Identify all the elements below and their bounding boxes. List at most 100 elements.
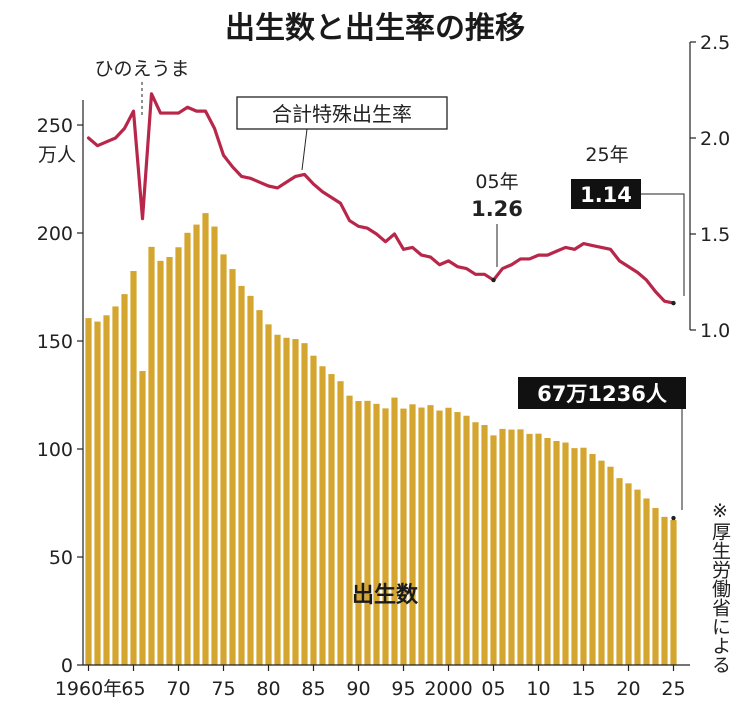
births-bar [85, 318, 92, 665]
rate-series-leader [301, 128, 308, 171]
right-tick-label: 1.0 [700, 320, 730, 342]
rate-series-label: 合計特殊出生率 [272, 102, 412, 126]
chart-title: 出生数と出生率の推移 [225, 11, 525, 46]
births-bar [292, 339, 299, 665]
births-bar [625, 483, 632, 665]
births-bar [607, 466, 614, 665]
x-tick-label: 15 [571, 678, 595, 700]
births-bar [184, 232, 191, 665]
births-bar [427, 405, 434, 665]
rate-line-layer [86, 92, 676, 521]
births-bar [670, 520, 677, 665]
births-point [671, 515, 676, 521]
x-tick-label: 20 [616, 678, 640, 700]
births-bar [301, 343, 308, 665]
source-note: ※厚生労働省による [709, 500, 731, 674]
births-bar [472, 422, 479, 665]
births-bar [481, 425, 488, 665]
births-bar [409, 404, 416, 665]
births-bar [364, 400, 371, 665]
births-bar [490, 435, 497, 665]
births-bar [319, 366, 326, 665]
axes [82, 42, 691, 666]
births-bar [166, 256, 173, 665]
births-bar [463, 415, 470, 665]
births-bar [193, 224, 200, 665]
births-bar [247, 295, 254, 665]
rate-point [671, 300, 676, 306]
births-bar [436, 410, 443, 665]
x-tick-label: 75 [211, 678, 235, 700]
births-bar [130, 271, 137, 665]
births-bar [337, 381, 344, 665]
x-tick-label: 25 [661, 678, 685, 700]
births-bar [643, 498, 650, 665]
rate-2005-value: 1.26 [471, 197, 523, 221]
births-bar [202, 213, 209, 665]
hinoeuma-label: ひのえうま [94, 58, 189, 80]
births-bar [553, 441, 560, 665]
births-bar [508, 429, 515, 665]
births-bar [283, 337, 290, 665]
births-bar [265, 324, 272, 665]
births-bar [220, 254, 227, 665]
right-tick-label: 2.0 [700, 128, 730, 150]
x-tick-label: 05 [481, 678, 505, 700]
births-bar [499, 428, 506, 665]
rate-point [491, 277, 496, 283]
right-tick-label: 1.5 [700, 224, 730, 246]
births-bar [112, 306, 119, 665]
births-2025-value: 67万1236人 [537, 382, 667, 406]
right-tick-label: 2.5 [700, 32, 730, 54]
births-bar [571, 448, 578, 665]
rate-2005-year: 05年 [475, 171, 518, 193]
births-bar [328, 374, 335, 665]
x-tick-label: 2000 [424, 678, 472, 700]
left-unit-label: 万人 [38, 144, 76, 166]
births-bar [229, 269, 236, 665]
births-bar [175, 247, 182, 665]
births-bar [517, 429, 524, 665]
x-tick-label: 80 [256, 678, 280, 700]
births-bar [274, 334, 281, 665]
births-bar [121, 294, 128, 665]
births-bar [391, 397, 398, 665]
left-tick-label: 50 [49, 547, 73, 569]
births-2025-box [518, 377, 686, 409]
x-tick-label: 85 [301, 678, 325, 700]
x-tick-label: 65 [121, 678, 145, 700]
births-bar [562, 442, 569, 665]
births-bar [535, 433, 542, 665]
births-bar [652, 507, 659, 665]
births-bar [355, 401, 362, 665]
rate-line [86, 92, 676, 305]
births-bar [544, 437, 551, 665]
births-bar [256, 310, 263, 665]
births-bar [661, 516, 668, 665]
left-tick-label: 200 [37, 223, 73, 245]
x-tick-label: 1960年 [55, 678, 122, 700]
births-bar [139, 371, 146, 665]
births-bar [400, 408, 407, 665]
births-bar [526, 433, 533, 665]
births-bar [346, 395, 353, 665]
births-bar [238, 285, 245, 665]
births-bar [148, 246, 155, 665]
births-bar [634, 489, 641, 665]
births-bar [598, 460, 605, 665]
left-tick-label: 100 [37, 439, 73, 461]
left-tick-label: 150 [37, 331, 73, 353]
rate-2025-box [571, 179, 641, 209]
births-bar [94, 321, 101, 665]
births-bar [373, 403, 380, 665]
rate-2025-value: 1.14 [580, 183, 632, 207]
rate-2025-year: 25年 [585, 144, 628, 166]
rate-series-label-box [236, 96, 448, 130]
x-tick-label: 70 [166, 678, 190, 700]
births-bar [418, 407, 425, 665]
births-bar [616, 478, 623, 665]
x-tick-label: 10 [526, 678, 550, 700]
